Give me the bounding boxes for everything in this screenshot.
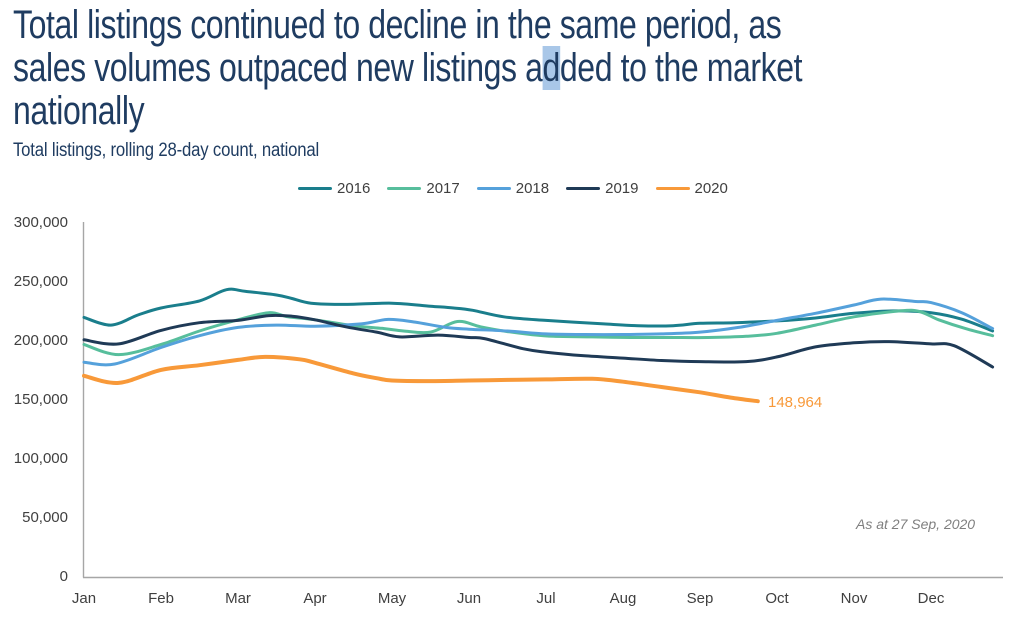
legend-swatch-2018-icon bbox=[476, 186, 511, 191]
title-line-2-post: ded to the market bbox=[559, 46, 803, 90]
legend-swatch-2019-icon bbox=[566, 186, 601, 191]
legend-label-2019: 2019 bbox=[605, 180, 639, 197]
y-axis-tick-label: 50,000 bbox=[22, 509, 68, 526]
series-line-2019 bbox=[82, 313, 995, 369]
series-lines bbox=[82, 287, 995, 404]
title-selection-highlight: d bbox=[542, 46, 560, 90]
x-axis-label-feb: Feb bbox=[148, 590, 174, 607]
legend-label-2018: 2018 bbox=[515, 180, 550, 197]
legend-swatch-2017-icon bbox=[387, 186, 422, 191]
legend-label-2016: 2016 bbox=[337, 180, 371, 197]
as-at-date-note: As at 27 Sep, 2020 bbox=[856, 516, 976, 532]
legend-item-2016: 2016 bbox=[298, 180, 370, 197]
title-line-2-pre: sales volumes outpaced new listings a bbox=[13, 46, 543, 90]
legend-item-2019: 2019 bbox=[566, 180, 639, 197]
x-axis-label-apr: Apr bbox=[303, 590, 327, 607]
y-axis-tick-label: 0 bbox=[59, 568, 68, 585]
title-line-2: sales volumes outpaced new listings adde… bbox=[13, 46, 803, 90]
legend-swatch-2016-icon bbox=[298, 186, 332, 191]
y-axis-tick-label: 100,000 bbox=[13, 450, 68, 467]
title-line-3: nationally bbox=[13, 89, 145, 133]
legend-swatch-2020-icon bbox=[655, 186, 690, 191]
x-axis-label-oct: Oct bbox=[765, 590, 789, 607]
y-axis-tick-label: 300,000 bbox=[13, 214, 68, 231]
x-axis-label-dec: Dec bbox=[917, 590, 945, 607]
series-line-2016 bbox=[82, 287, 995, 333]
y-axis-tick-label: 200,000 bbox=[13, 332, 68, 349]
legend-item-2018: 2018 bbox=[476, 180, 550, 197]
x-axis-label-nov: Nov bbox=[840, 590, 868, 607]
x-axis-label-sep: Sep bbox=[686, 590, 714, 607]
legend-item-2017: 2017 bbox=[387, 180, 460, 197]
legend-item-2020: 2020 bbox=[655, 180, 728, 197]
legend-label-2017: 2017 bbox=[426, 180, 460, 197]
chart-legend: 2016 2017 2018 2019 2020 bbox=[298, 180, 728, 197]
x-axis-label-mar: Mar bbox=[225, 590, 251, 607]
x-axis-label-may: May bbox=[377, 590, 407, 607]
legend-label-2020: 2020 bbox=[694, 180, 728, 197]
chart-subtitle: Total listings, rolling 28-day count, na… bbox=[13, 140, 320, 161]
y-axis-tick-label: 150,000 bbox=[13, 391, 68, 408]
title-line-1: Total listings continued to decline in t… bbox=[13, 3, 782, 47]
page-title: Total listings continued to decline in t… bbox=[13, 4, 999, 133]
y-axis-tick-label: 250,000 bbox=[13, 273, 68, 290]
x-axis-label-jan: Jan bbox=[71, 590, 97, 607]
x-axis-label-jul: Jul bbox=[536, 590, 556, 607]
series-line-2018 bbox=[82, 297, 995, 367]
x-axis-label-jun: Jun bbox=[456, 590, 482, 607]
x-axis-label-aug: Aug bbox=[609, 590, 637, 607]
series-line-2020 bbox=[82, 354, 760, 404]
last-value-label: 148,964 bbox=[768, 394, 823, 411]
